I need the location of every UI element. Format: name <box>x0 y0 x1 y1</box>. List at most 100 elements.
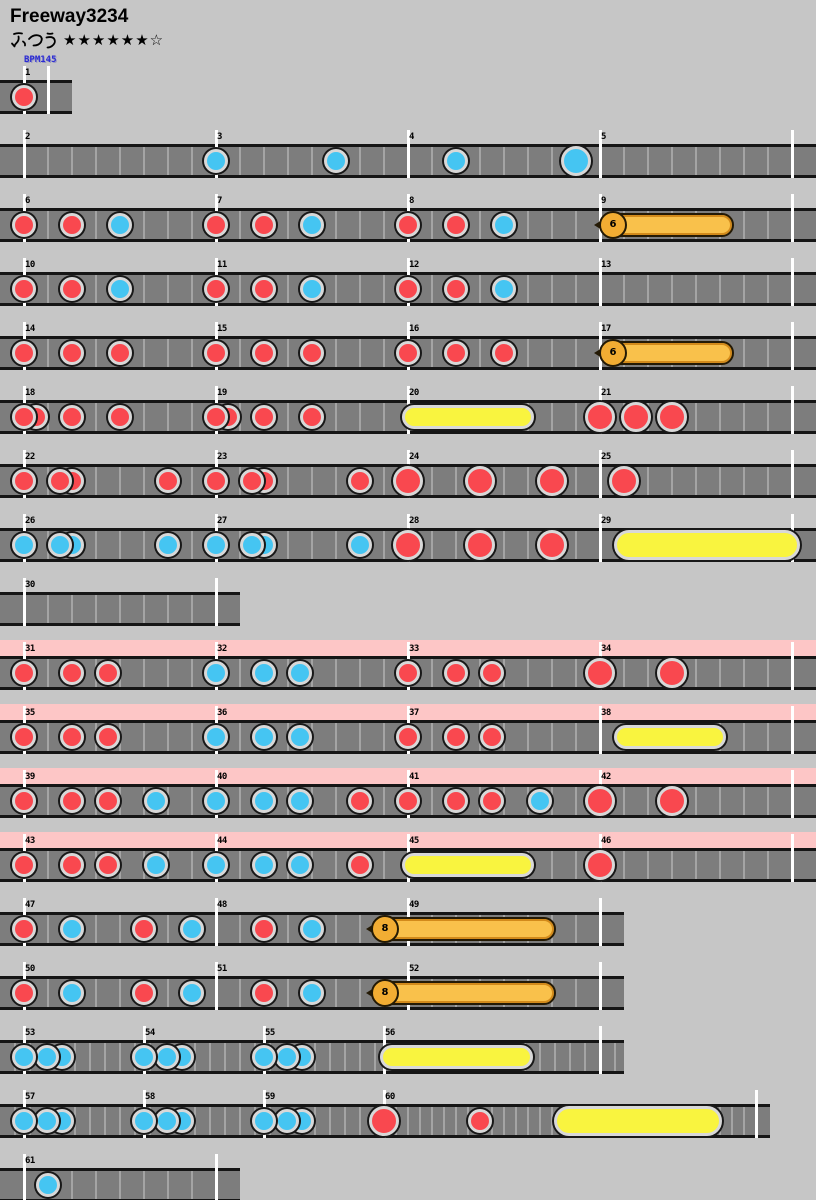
don-note <box>480 725 504 749</box>
beat-gridline <box>407 1107 409 1135</box>
measure-barline <box>599 706 602 754</box>
don-note <box>252 981 276 1005</box>
balloon-note-tail <box>384 981 556 1005</box>
beat-gridline <box>239 915 241 943</box>
measure-number: 34 <box>601 644 611 654</box>
measure-number: 27 <box>217 516 227 526</box>
don-note <box>132 917 156 941</box>
beat-gridline <box>71 595 73 623</box>
beat-gridline <box>191 723 193 751</box>
beat-gridline <box>575 851 577 879</box>
beat-gridline <box>647 787 649 815</box>
beat-gridline <box>431 1107 433 1135</box>
ka-note <box>60 917 84 941</box>
don-note <box>204 405 228 429</box>
beat-gridline <box>614 1043 616 1071</box>
ka-note <box>34 1109 59 1133</box>
ka-note <box>204 533 228 557</box>
beat-gridline <box>239 403 241 431</box>
beat-gridline <box>71 1171 73 1199</box>
ka-note <box>48 533 72 557</box>
don-note <box>12 661 36 685</box>
beat-gridline <box>647 467 649 495</box>
beat-gridline <box>191 467 193 495</box>
beat-gridline <box>527 659 529 687</box>
beat-gridline <box>119 147 121 175</box>
don-note <box>252 405 276 429</box>
beat-gridline <box>431 531 433 559</box>
don-note <box>492 341 516 365</box>
beat-gridline <box>191 211 193 239</box>
ka-note <box>444 149 468 173</box>
don-note <box>396 661 420 685</box>
beat-gridline <box>329 1107 331 1135</box>
ka-note <box>204 661 228 685</box>
measure-number: 33 <box>409 644 419 654</box>
measure-barline <box>791 706 794 754</box>
ka-note <box>288 853 312 877</box>
measure-number: 13 <box>601 260 611 270</box>
ka-note <box>204 789 228 813</box>
beat-gridline <box>167 979 169 1007</box>
beat-gridline <box>335 787 337 815</box>
beat-gridline <box>695 275 697 303</box>
ka-note <box>108 277 132 301</box>
beat-gridline <box>575 467 577 495</box>
ka-note <box>252 1045 276 1069</box>
big-don-note <box>657 786 687 816</box>
beat-gridline <box>551 211 553 239</box>
beat-gridline <box>623 787 625 815</box>
beat-gridline <box>191 1171 193 1199</box>
beat-gridline <box>239 147 241 175</box>
beat-gridline <box>623 659 625 687</box>
beat-gridline <box>554 1043 556 1071</box>
ka-note <box>300 981 324 1005</box>
beat-gridline <box>167 147 169 175</box>
measure-number: 26 <box>25 516 35 526</box>
beat-gridline <box>503 723 505 751</box>
beat-gridline <box>455 531 457 559</box>
measure-number: 17 <box>601 324 611 334</box>
don-note <box>480 661 504 685</box>
don-note <box>12 213 36 237</box>
measure-number: 43 <box>25 836 35 846</box>
don-note <box>240 469 264 493</box>
beat-gridline <box>671 147 673 175</box>
beat-gridline <box>287 979 289 1007</box>
beat-gridline <box>194 1107 196 1135</box>
don-note <box>96 789 120 813</box>
ka-note <box>300 213 324 237</box>
beat-gridline <box>143 467 145 495</box>
measure-number: 36 <box>217 708 227 718</box>
drumroll-note <box>614 725 726 749</box>
don-note <box>468 1109 492 1133</box>
big-don-note <box>393 530 423 560</box>
don-note <box>444 661 468 685</box>
beat-gridline <box>431 787 433 815</box>
ka-note <box>12 533 36 557</box>
beat-gridline <box>575 531 577 559</box>
beat-gridline <box>119 723 121 751</box>
beat-gridline <box>695 787 697 815</box>
beat-gridline <box>287 531 289 559</box>
don-note <box>444 213 468 237</box>
beat-gridline <box>359 275 361 303</box>
beat-gridline <box>47 595 49 623</box>
beat-gridline <box>287 211 289 239</box>
big-don-note <box>393 466 423 496</box>
don-note <box>156 469 180 493</box>
beat-gridline <box>503 147 505 175</box>
measure-barline <box>755 1090 758 1138</box>
don-note <box>396 725 420 749</box>
beat-gridline <box>344 1043 346 1071</box>
big-drumroll-note <box>614 530 800 560</box>
don-note <box>396 213 420 237</box>
beat-gridline <box>311 467 313 495</box>
measure-number: 15 <box>217 324 227 334</box>
measure-number: 46 <box>601 836 611 846</box>
measure-number: 49 <box>409 900 419 910</box>
beat-gridline <box>95 275 97 303</box>
beat-gridline <box>239 979 241 1007</box>
ka-note <box>204 853 228 877</box>
beat-gridline <box>335 659 337 687</box>
